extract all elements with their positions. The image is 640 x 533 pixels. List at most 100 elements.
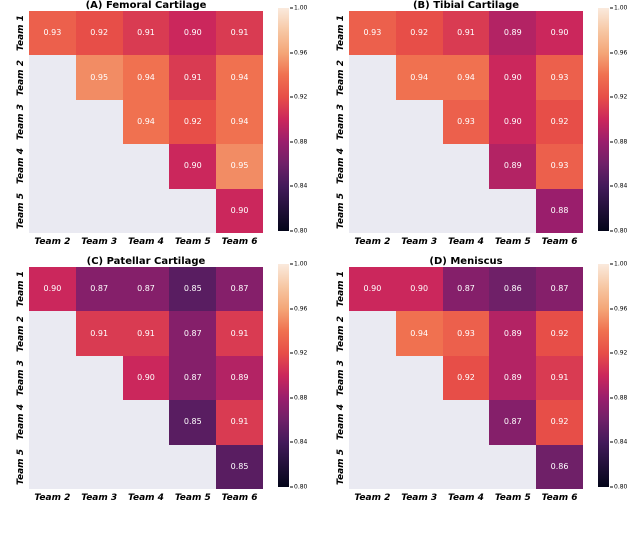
heatmap-cell: 0.89 — [489, 11, 537, 56]
x-tick-label: Team 4 — [128, 493, 164, 503]
empty-cell — [169, 188, 217, 233]
heatmap-cell: 0.94 — [395, 311, 443, 356]
colorbar-tick-label: 0.84 — [614, 438, 628, 446]
y-axis-labels: Team 1 Team 2 Team 3 Team 4 Team 5 — [3, 267, 26, 489]
colorbar-tick-mark — [610, 230, 613, 232]
heatmap-cell: 0.87 — [169, 355, 217, 401]
y-axis-labels: Team 1 Team 2 Team 3 Team 4 Team 5 — [323, 267, 346, 489]
colorbar-tick-label: 0.92 — [614, 349, 628, 357]
colorbar-tick-mark — [610, 352, 613, 354]
heatmap-cell: 0.93 — [442, 99, 490, 145]
heatmap-grid: 0.93 0.92 0.91 0.89 0.90 0.94 0.94 0.90 0.93 0.93… — [349, 11, 583, 233]
heatmap-cell: 0.87 — [122, 267, 170, 312]
x-axis-labels: Team 2 Team 3 Team 4 Team 5 Team 6 — [349, 492, 583, 504]
heatmap-cell: 0.91 — [536, 355, 583, 401]
colorbar-tick-mark — [610, 263, 613, 265]
heatmap-cell: 0.85 — [169, 267, 217, 312]
colorbar-tick-mark — [290, 486, 293, 488]
colorbar-tick-label: 1.00 — [294, 260, 308, 268]
colorbar-tick: 0.88 — [610, 138, 627, 145]
colorbar-tick: 0.80 — [290, 228, 307, 235]
colorbar-tick: 0.84 — [610, 183, 627, 190]
heatmap-cell: 0.90 — [489, 55, 537, 100]
colorbar-tick: 0.80 — [610, 228, 627, 235]
heatmap-grid: 0.93 0.92 0.91 0.90 0.91 0.95 0.94 0.91 0.94 0.94… — [29, 11, 263, 233]
heatmap-cell: 0.87 — [216, 267, 263, 312]
heatmap-cell: 0.90 — [395, 267, 443, 312]
heatmap-cell: 0.87 — [536, 267, 583, 312]
heatmap-cell: 0.94 — [122, 99, 170, 145]
colorbar-tick-label: 1.00 — [614, 4, 628, 12]
colorbar-tick: 0.88 — [610, 394, 627, 401]
empty-cell — [349, 355, 396, 401]
colorbar-tick-mark — [610, 52, 613, 54]
colorbar-tick-label: 0.96 — [294, 49, 308, 57]
panel-title: (A) Femoral Cartilage — [85, 0, 207, 11]
colorbar-tick: 0.88 — [290, 138, 307, 145]
empty-cell — [122, 400, 170, 445]
colorbar-tick: 1.00 — [610, 261, 627, 268]
heatmap-cell: 0.92 — [169, 99, 217, 145]
heatmap-cell: 0.90 — [29, 267, 76, 312]
heatmap-cell: 0.89 — [489, 311, 537, 356]
heatmap-cell: 0.89 — [489, 144, 537, 189]
empty-cell — [75, 99, 123, 145]
empty-cell — [75, 400, 123, 445]
colorbar-tick: 0.84 — [290, 183, 307, 190]
colorbar-tick-mark — [290, 52, 293, 54]
empty-cell — [349, 99, 396, 145]
heatmap-cell: 0.86 — [489, 267, 537, 312]
empty-cell — [75, 444, 123, 489]
colorbar-tick-mark — [610, 7, 613, 9]
x-tick-label: Team 2 — [34, 493, 71, 503]
heatmap-cell: 0.87 — [75, 267, 123, 312]
colorbar-tick-mark — [610, 397, 613, 399]
colorbar-tick: 0.80 — [610, 484, 627, 491]
heatmap-cell: 0.93 — [349, 11, 396, 56]
heatmap-cell: 0.89 — [216, 355, 263, 401]
colorbar-tick: 0.84 — [290, 439, 307, 446]
empty-cell — [75, 355, 123, 401]
colorbar-tick-label: 0.96 — [614, 305, 628, 313]
heatmap-grid: 0.90 0.90 0.87 0.86 0.87 0.94 0.93 0.89 0.92 0.92… — [349, 267, 583, 489]
colorbar-tick-mark — [290, 352, 293, 354]
colorbar-tick-mark — [610, 96, 613, 98]
colorbar — [598, 264, 609, 487]
colorbar-tick: 0.92 — [290, 350, 307, 357]
empty-cell — [395, 355, 443, 401]
heatmap-cell: 0.90 — [122, 355, 170, 401]
heatmap-cell: 0.94 — [442, 55, 490, 100]
panel-title: (B) Tibial Cartilage — [412, 0, 520, 11]
colorbar-tick-mark — [290, 308, 293, 310]
heatmap-cell: 0.86 — [536, 444, 583, 489]
empty-cell — [395, 144, 443, 189]
colorbar-tick-label: 0.84 — [294, 438, 308, 446]
colorbar-tick-mark — [290, 96, 293, 98]
empty-cell — [349, 55, 396, 100]
x-tick-label: Team 6 — [221, 493, 258, 503]
heatmap-cell: 0.91 — [216, 311, 263, 356]
heatmap-cell: 0.94 — [216, 55, 263, 100]
heatmap-cell: 0.90 — [489, 99, 537, 145]
colorbar-tick-label: 0.84 — [294, 182, 308, 190]
heatmap-cell: 0.85 — [216, 444, 263, 489]
colorbar-tick-label: 0.84 — [614, 182, 628, 190]
empty-cell — [442, 144, 490, 189]
heatmap-cell: 0.91 — [122, 11, 170, 56]
heatmap-cell: 0.94 — [216, 99, 263, 145]
colorbar-ticks: 1.00 0.96 0.92 0.88 0.84 0.80 — [290, 5, 320, 235]
x-tick-label: Team 3 — [81, 237, 118, 247]
heatmap-cell: 0.87 — [489, 400, 537, 445]
heatmap-cell: 0.91 — [216, 400, 263, 445]
colorbar-tick-mark — [290, 185, 293, 187]
colorbar-tick-mark — [290, 230, 293, 232]
heatmap-cell: 0.93 — [536, 55, 583, 100]
y-axis-labels: Team 1 Team 2 Team 3 Team 4 Team 5 — [3, 11, 26, 233]
colorbar-tick: 0.92 — [610, 350, 627, 357]
heatmap-cell: 0.93 — [442, 311, 490, 356]
colorbar-tick-mark — [290, 7, 293, 9]
heatmap-cell: 0.91 — [442, 11, 490, 56]
empty-cell — [395, 188, 443, 233]
heatmap-cell: 0.90 — [216, 188, 263, 233]
x-tick-label: Team 4 — [448, 493, 484, 503]
